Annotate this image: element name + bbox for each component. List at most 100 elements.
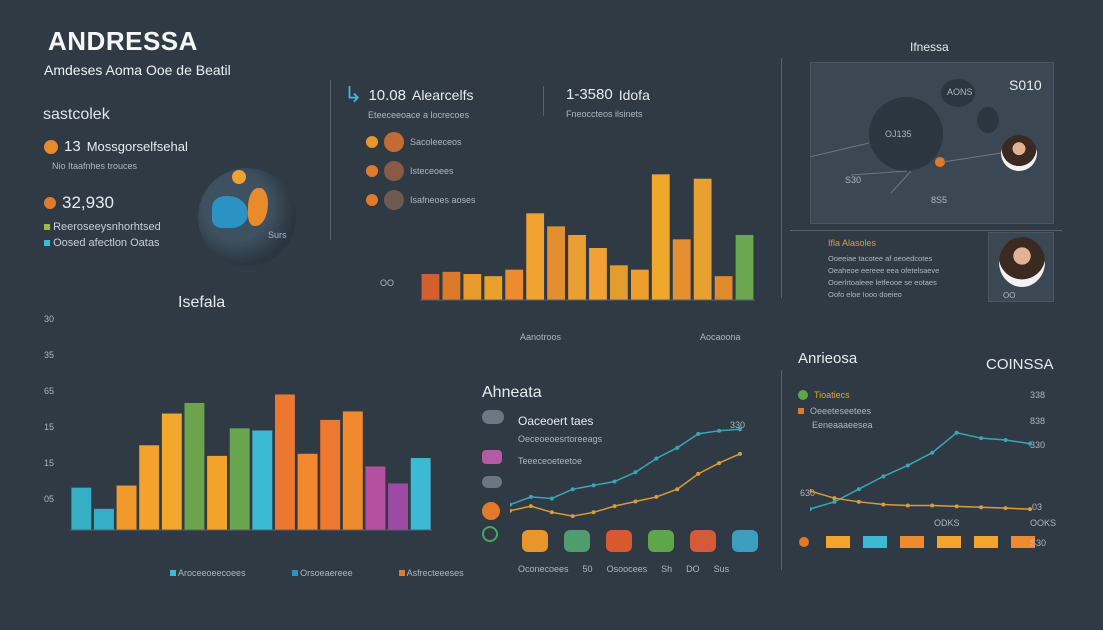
- bar: [207, 455, 228, 530]
- data-point: [528, 494, 533, 499]
- data-point: [591, 483, 596, 488]
- top-bar-chart: [420, 174, 755, 301]
- avatar: [384, 161, 404, 181]
- data-point: [832, 496, 837, 501]
- data-point: [1028, 507, 1032, 512]
- profile-line: Ooeeiae tacotee af oeoedcotes: [828, 254, 933, 263]
- bottom-center-icons: [482, 410, 512, 542]
- data-point: [930, 450, 935, 455]
- bottom-center-line: Oeceoeoesrtoreeags: [518, 434, 603, 444]
- bar: [342, 411, 363, 530]
- kpi-2: 1-3580 Idofa Fneoccteos ilsinets: [566, 86, 650, 119]
- stat-1-icon: [44, 139, 58, 154]
- bar: [139, 445, 160, 530]
- data-point: [654, 494, 659, 499]
- bar: [610, 265, 628, 300]
- data-point: [633, 499, 638, 504]
- kpi-1-sub: Eteeceeoace a locrecoes: [368, 110, 470, 120]
- bar: [274, 394, 295, 530]
- kpi-2-label: Idofa: [618, 86, 650, 103]
- bullet-icon: [44, 224, 50, 230]
- plant-icon: [564, 530, 590, 552]
- bag-icon: [690, 530, 716, 552]
- data-point: [738, 451, 742, 456]
- data-point: [905, 463, 910, 468]
- bird-icon: [732, 530, 758, 552]
- bubble-small: AONS: [941, 79, 975, 107]
- right-panel-title: Ifnessa: [910, 40, 949, 54]
- bar: [568, 235, 586, 300]
- leaf-icon: [648, 530, 674, 552]
- data-point: [881, 502, 886, 507]
- data-point: [905, 503, 910, 508]
- series-line: [510, 428, 741, 506]
- globe-graphic: Surs: [198, 168, 296, 266]
- data-point: [881, 474, 886, 479]
- profile-line: Ooerlrtoaleee letfeooe se eotaes: [828, 278, 937, 287]
- gear-icon: [522, 530, 548, 552]
- kpi-1-label: Alearcelfs: [411, 87, 474, 103]
- bottom-right-title-2: COINSSA: [986, 356, 1054, 373]
- data-point: [528, 504, 533, 509]
- mini-bar: [900, 536, 924, 548]
- app-subtitle: Amdeses Aoma Ooe de Beatil: [44, 62, 231, 78]
- divider: [543, 86, 544, 116]
- data-point: [654, 456, 659, 461]
- globe-label: Surs: [268, 230, 287, 240]
- avatar: [384, 190, 404, 210]
- bottom-center-line-chart: [510, 427, 742, 519]
- br-value: OOKS: [1030, 518, 1057, 528]
- profile-photo-frame: OO: [988, 232, 1054, 302]
- bar: [410, 458, 431, 530]
- profile-card: Ifla Alasoles Ooeeiae tacotee af oeoedco…: [828, 238, 978, 299]
- bar: [484, 276, 503, 300]
- bottom-right-mini-bars: [799, 536, 1035, 548]
- bar: [116, 485, 137, 530]
- mini-bar: [863, 536, 887, 548]
- profile-line: Oeaheoe eereee eea ofetelsaeve: [828, 266, 940, 275]
- bottom-center-title: Ahneata: [482, 384, 542, 401]
- bar: [184, 402, 205, 530]
- legend-item: Orsoeaereee: [291, 568, 353, 578]
- app-title: ANDRESSA: [48, 26, 198, 56]
- kpi-2-sub: Fneoccteos ilsinets: [566, 109, 643, 119]
- bar: [630, 269, 649, 300]
- bottom-center-foot: Oconecoees 50 Osoocees Sh DO Sus: [518, 564, 730, 574]
- data-point: [1028, 441, 1032, 446]
- bottom-right-values: 338 838 330: [1030, 390, 1046, 450]
- bar: [505, 269, 524, 300]
- data-point: [856, 487, 861, 492]
- bar: [693, 178, 712, 300]
- bar: [320, 419, 341, 530]
- bar: [71, 487, 92, 530]
- bubble-mini: [977, 107, 999, 133]
- stat-1-label: Mossgorselfsehal: [86, 139, 188, 154]
- legend-square: [798, 408, 804, 414]
- br-value: ODKS: [934, 518, 960, 528]
- data-point: [810, 507, 812, 512]
- globe-continent-orange: [248, 188, 268, 226]
- data-point: [510, 502, 512, 507]
- data-point: [612, 479, 617, 484]
- data-point: [717, 428, 722, 433]
- data-point: [612, 504, 617, 509]
- data-point: [549, 496, 554, 501]
- divider: [781, 58, 782, 298]
- bottom-left-title: Isefala: [178, 294, 226, 311]
- br-value: 03: [1032, 502, 1043, 512]
- bottom-right-legend: Tioatiecs Oeeeteseetees Eeneaaaeesea: [798, 390, 873, 430]
- mini-bar: [937, 536, 961, 548]
- mini-bar: [826, 536, 850, 548]
- stat-item-1: 13 Mossgorselfsehal Nio Itaafnhes trouce…: [44, 138, 188, 171]
- data-point: [675, 487, 680, 492]
- stack-icon: [606, 530, 632, 552]
- data-point: [633, 470, 638, 475]
- profile-line: Oofo eloe Iooo doeieo: [828, 290, 902, 299]
- data-point: [696, 471, 701, 476]
- list-item: Isafneoes aoses: [366, 190, 476, 210]
- tick-label: OO: [380, 278, 395, 288]
- top-chart-axis-right: Aocaoona: [700, 332, 741, 342]
- data-point: [675, 445, 680, 450]
- bar: [547, 226, 565, 300]
- bar: [388, 483, 409, 530]
